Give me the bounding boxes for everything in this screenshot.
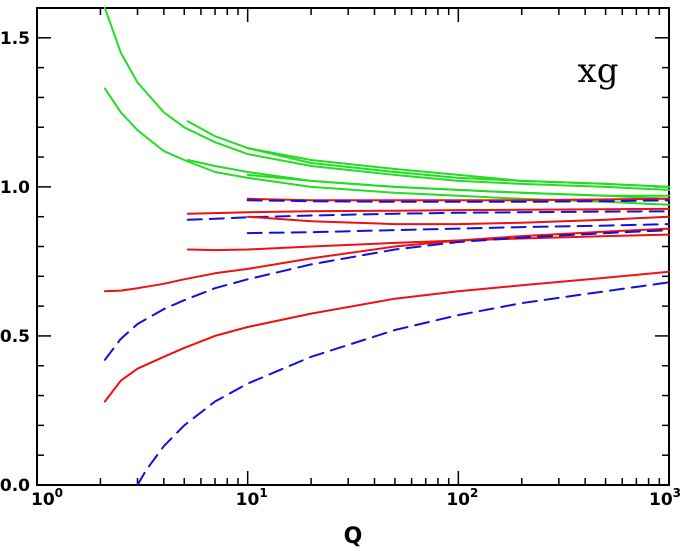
series-line-2-green (103, 87, 670, 206)
axis-ticks (36, 7, 669, 486)
y-tick-label: 1.0 (0, 178, 30, 198)
annotation-label: xg (578, 51, 619, 91)
x-tick-label: 100 (31, 486, 63, 510)
series-line-17-blue (136, 281, 670, 486)
series-line-10-blue (186, 210, 670, 221)
series-line-1-green (103, 7, 670, 191)
y-tick-label: 0.5 (0, 327, 30, 347)
series-line-16-red (103, 270, 670, 403)
series-line-15-blue (103, 229, 670, 361)
y-tick-label: 0.0 (0, 476, 30, 496)
y-tick-label: 1.5 (0, 29, 30, 49)
series-line-7-red (246, 197, 670, 202)
series-line-12-red (246, 215, 670, 226)
series-line-8-blue (246, 199, 670, 203)
series-line-13-blue (246, 223, 670, 235)
series-curves (103, 7, 670, 486)
series-line-9-red (186, 207, 670, 215)
series-line-6-green (246, 173, 670, 197)
plot-frame (36, 7, 670, 486)
x-axis-label: Q (344, 524, 363, 549)
series-line-11-red (186, 233, 670, 252)
x-tick-label: 101 (236, 486, 268, 510)
x-tick-label: 103 (649, 486, 681, 510)
tick-labels: 100 101 102 103 0.0 0.5 1.0 1.5 (0, 29, 681, 510)
series-line-14-red (103, 227, 670, 293)
x-tick-label: 102 (446, 486, 478, 510)
series-line-5-green (246, 147, 670, 188)
